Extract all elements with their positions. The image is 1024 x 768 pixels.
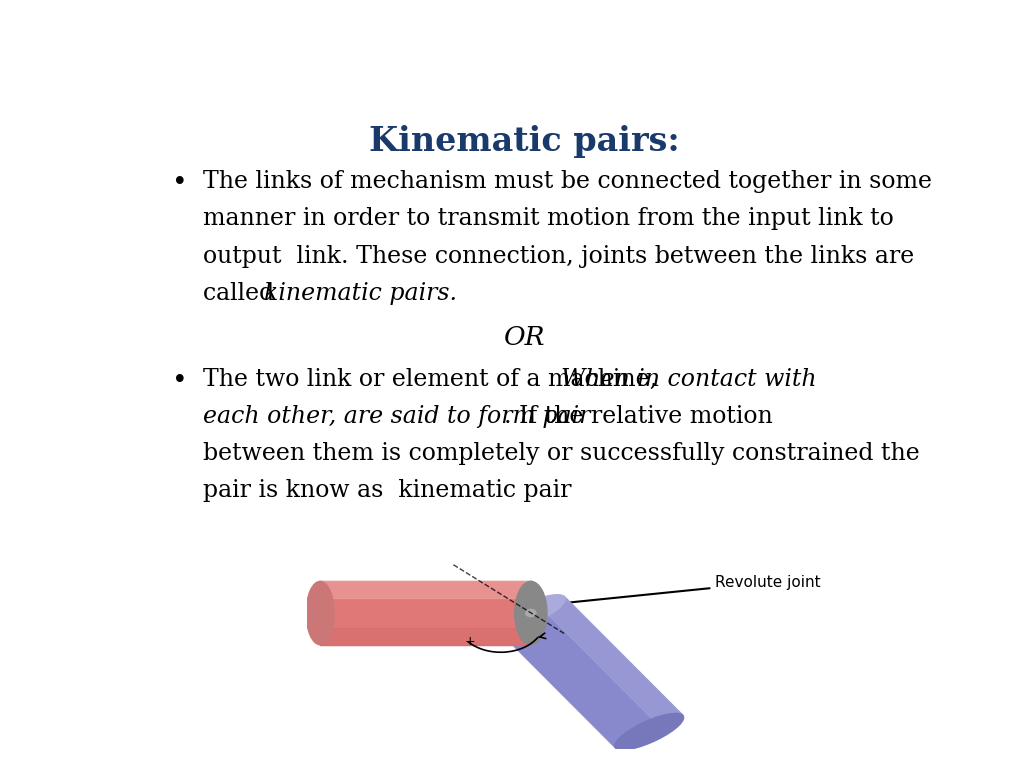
Polygon shape xyxy=(498,597,683,748)
Text: Revolute joint: Revolute joint xyxy=(546,574,821,607)
Text: The links of mechanism must be connected together in some: The links of mechanism must be connected… xyxy=(204,170,933,194)
Text: output  link. These connection, joints between the links are: output link. These connection, joints be… xyxy=(204,245,914,268)
Circle shape xyxy=(525,610,536,617)
Polygon shape xyxy=(542,597,683,727)
Ellipse shape xyxy=(515,581,547,644)
Text: When in contact with: When in contact with xyxy=(561,368,817,391)
Text: •: • xyxy=(172,368,187,392)
Ellipse shape xyxy=(497,594,565,631)
Text: between them is completely or successfully constrained the: between them is completely or successful… xyxy=(204,442,921,465)
Text: •: • xyxy=(172,170,187,195)
Text: kinematic pairs.: kinematic pairs. xyxy=(264,282,458,305)
Text: each other, are said to form pair: each other, are said to form pair xyxy=(204,405,591,428)
Polygon shape xyxy=(321,628,530,644)
Ellipse shape xyxy=(614,713,684,750)
Text: OR: OR xyxy=(504,325,546,350)
Polygon shape xyxy=(321,581,530,644)
Text: +: + xyxy=(464,634,475,647)
Text: Kinematic pairs:: Kinematic pairs: xyxy=(370,124,680,157)
Text: . If the relative motion: . If the relative motion xyxy=(504,405,772,428)
Polygon shape xyxy=(321,581,530,598)
Text: The two link or element of a machine,: The two link or element of a machine, xyxy=(204,368,666,391)
Text: pair is know as  kinematic pair: pair is know as kinematic pair xyxy=(204,479,571,502)
Ellipse shape xyxy=(306,581,334,644)
Text: manner in order to transmit motion from the input link to: manner in order to transmit motion from … xyxy=(204,207,894,230)
Text: called: called xyxy=(204,282,283,305)
